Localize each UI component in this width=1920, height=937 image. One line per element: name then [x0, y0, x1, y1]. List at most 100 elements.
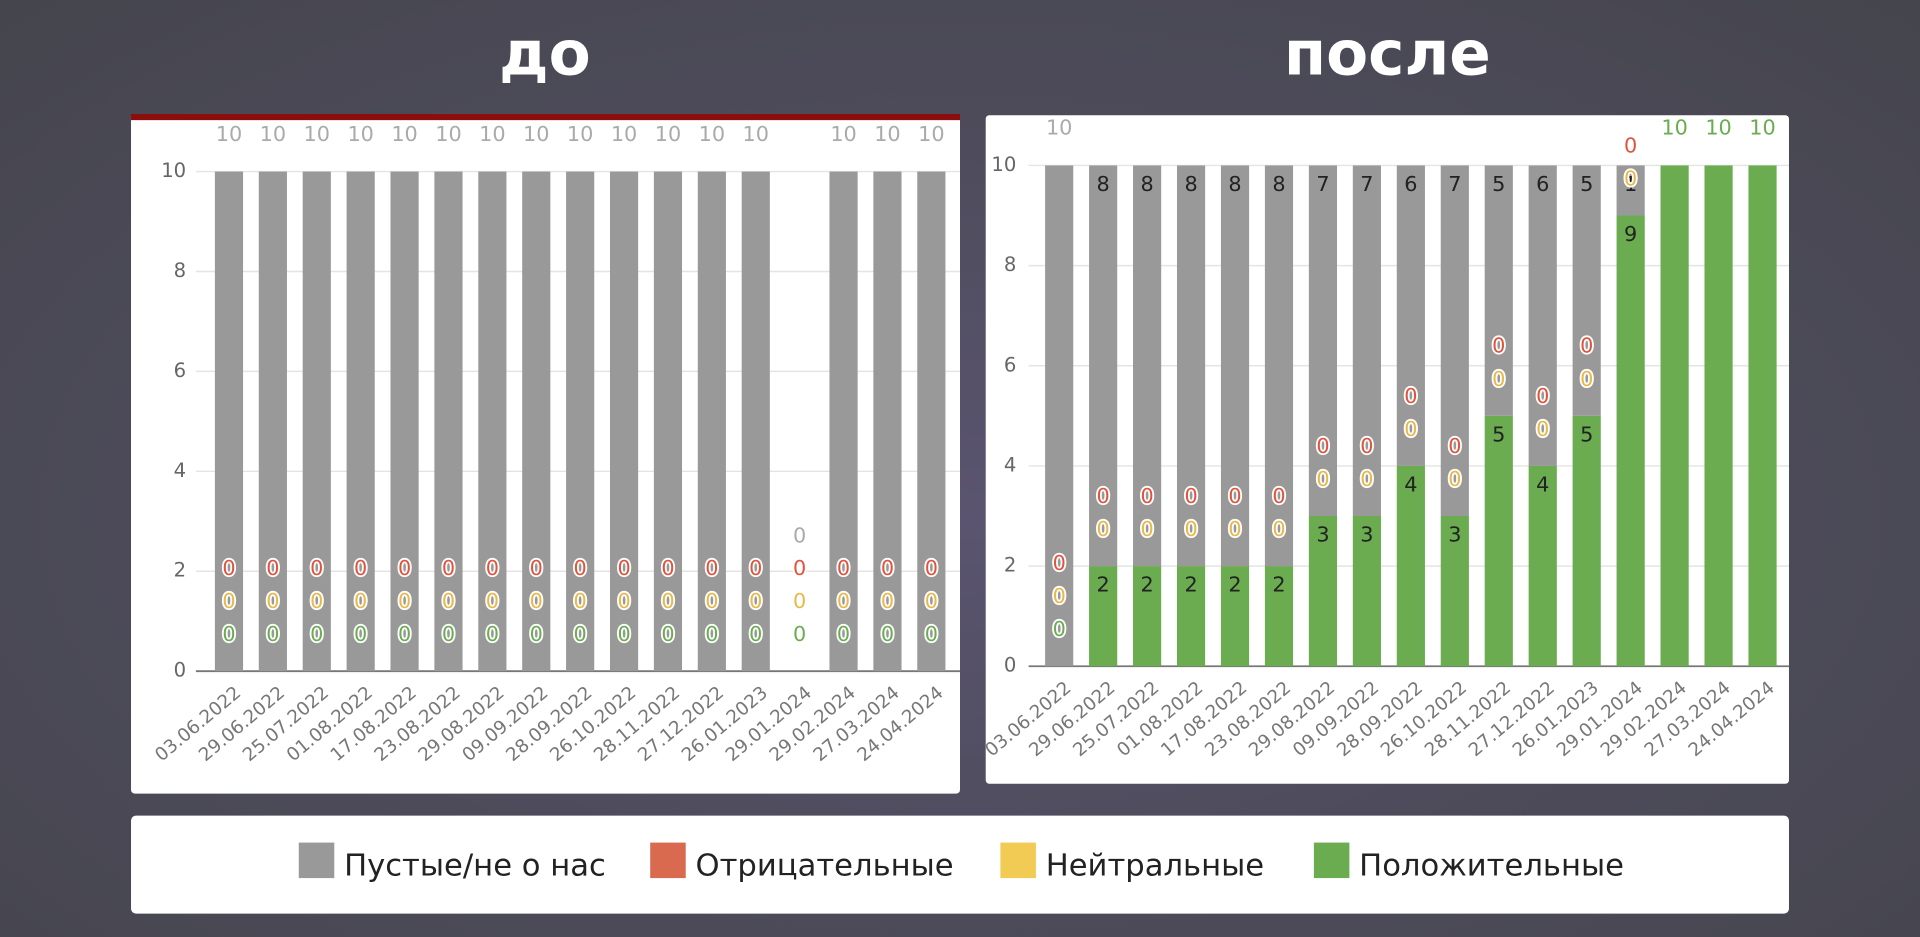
data-label: 10	[743, 122, 769, 146]
data-label: 9	[1624, 222, 1637, 246]
data-label: 10	[655, 122, 681, 146]
data-label: 10	[304, 122, 330, 146]
data-label: 10	[347, 122, 373, 146]
bar-segment	[1133, 165, 1162, 567]
bar-segment	[1176, 566, 1206, 667]
data-label: 8	[1184, 172, 1197, 196]
data-label: 0	[617, 589, 630, 613]
data-label: 0	[793, 589, 806, 613]
data-label: 0	[310, 556, 323, 580]
data-label: 0	[881, 589, 894, 613]
data-label: 0	[1536, 384, 1549, 408]
data-label: 0	[1316, 434, 1329, 458]
bar-segment	[1528, 165, 1557, 466]
data-label: 0	[1228, 517, 1241, 541]
data-label: 10	[523, 122, 549, 146]
y-tick-label: 2	[174, 559, 186, 582]
data-label: 8	[1228, 172, 1241, 196]
data-label: 0	[705, 622, 718, 646]
data-label: 5	[1580, 172, 1593, 196]
bar-segment	[1440, 516, 1469, 667]
legend-swatch	[1000, 842, 1036, 879]
data-label: 0	[398, 589, 411, 613]
data-label: 0	[1360, 434, 1373, 458]
data-label: 0	[310, 589, 323, 613]
data-label: 10	[391, 122, 417, 146]
bar-segment	[1660, 165, 1689, 667]
data-label: 0	[442, 589, 455, 613]
data-label: 0	[574, 589, 587, 613]
data-label: 0	[1624, 133, 1637, 157]
data-label: 7	[1316, 172, 1329, 196]
data-label: 0	[661, 589, 674, 613]
data-label: 0	[530, 556, 543, 580]
bar-segment	[478, 171, 507, 672]
bar-segment	[1308, 165, 1338, 517]
data-label: 0	[1053, 584, 1066, 608]
bar-segment	[522, 171, 551, 672]
data-label: 0	[486, 589, 499, 613]
data-label: 0	[1097, 484, 1110, 508]
bar-segment	[1352, 516, 1381, 667]
data-label: 8	[1140, 172, 1153, 196]
bar-segment	[1176, 165, 1206, 567]
bar-segment	[1572, 415, 1601, 667]
y-tick-label: 4	[1004, 453, 1016, 476]
bar-segment	[1352, 165, 1381, 517]
bar-segment	[1089, 566, 1118, 667]
bar-segment	[1396, 465, 1425, 667]
data-label: 10	[1705, 116, 1731, 140]
data-label: 0	[661, 556, 674, 580]
bar-segment	[1264, 165, 1294, 567]
data-label: 0	[1448, 467, 1461, 491]
data-label: 0	[793, 556, 806, 580]
legend-label: Нейтральные	[1046, 849, 1264, 884]
data-label: 0	[705, 589, 718, 613]
legend-label: Положительные	[1359, 849, 1624, 884]
data-label: 0	[530, 622, 543, 646]
data-label: 0	[222, 556, 235, 580]
data-label: 0	[354, 622, 367, 646]
bar-segment	[1045, 165, 1074, 667]
y-tick-label: 10	[161, 159, 186, 182]
data-label: 8	[1097, 172, 1110, 196]
data-label: 8	[1272, 172, 1285, 196]
data-label: 2	[1184, 573, 1197, 597]
data-label: 10	[260, 122, 286, 146]
data-label: 10	[1749, 116, 1775, 140]
bar-segment	[1220, 566, 1250, 667]
bar-segment	[1572, 165, 1601, 416]
data-label: 0	[1272, 484, 1285, 508]
bar-segment	[1133, 566, 1162, 667]
data-label: 0	[486, 556, 499, 580]
bar-segment	[566, 171, 595, 672]
data-label: 3	[1316, 523, 1329, 547]
data-label: 0	[793, 523, 806, 547]
data-label: 0	[354, 556, 367, 580]
data-label: 0	[661, 622, 674, 646]
data-label: 0	[354, 589, 367, 613]
data-label: 0	[1404, 417, 1417, 441]
data-label: 0	[1053, 617, 1066, 641]
data-label: 0	[1184, 484, 1197, 508]
chart-title: до	[499, 18, 591, 89]
bar-segment	[653, 171, 683, 672]
data-label: 0	[1360, 467, 1373, 491]
data-label: 0	[1184, 517, 1197, 541]
data-label: 0	[222, 622, 235, 646]
data-label: 10	[830, 122, 856, 146]
data-label: 0	[310, 622, 323, 646]
data-label: 0	[266, 622, 279, 646]
legend-box	[131, 815, 1789, 914]
bar-segment	[1396, 165, 1425, 466]
bar-segment	[1089, 165, 1118, 567]
bar-segment	[258, 171, 287, 672]
bar-segment	[1748, 165, 1777, 667]
data-label: 0	[1580, 334, 1593, 358]
legend-swatch	[650, 842, 686, 879]
data-label: 0	[1624, 166, 1637, 190]
data-label: 0	[1492, 367, 1505, 391]
y-tick-label: 6	[1004, 353, 1016, 376]
data-label: 0	[1448, 434, 1461, 458]
data-label: 0	[1097, 517, 1110, 541]
